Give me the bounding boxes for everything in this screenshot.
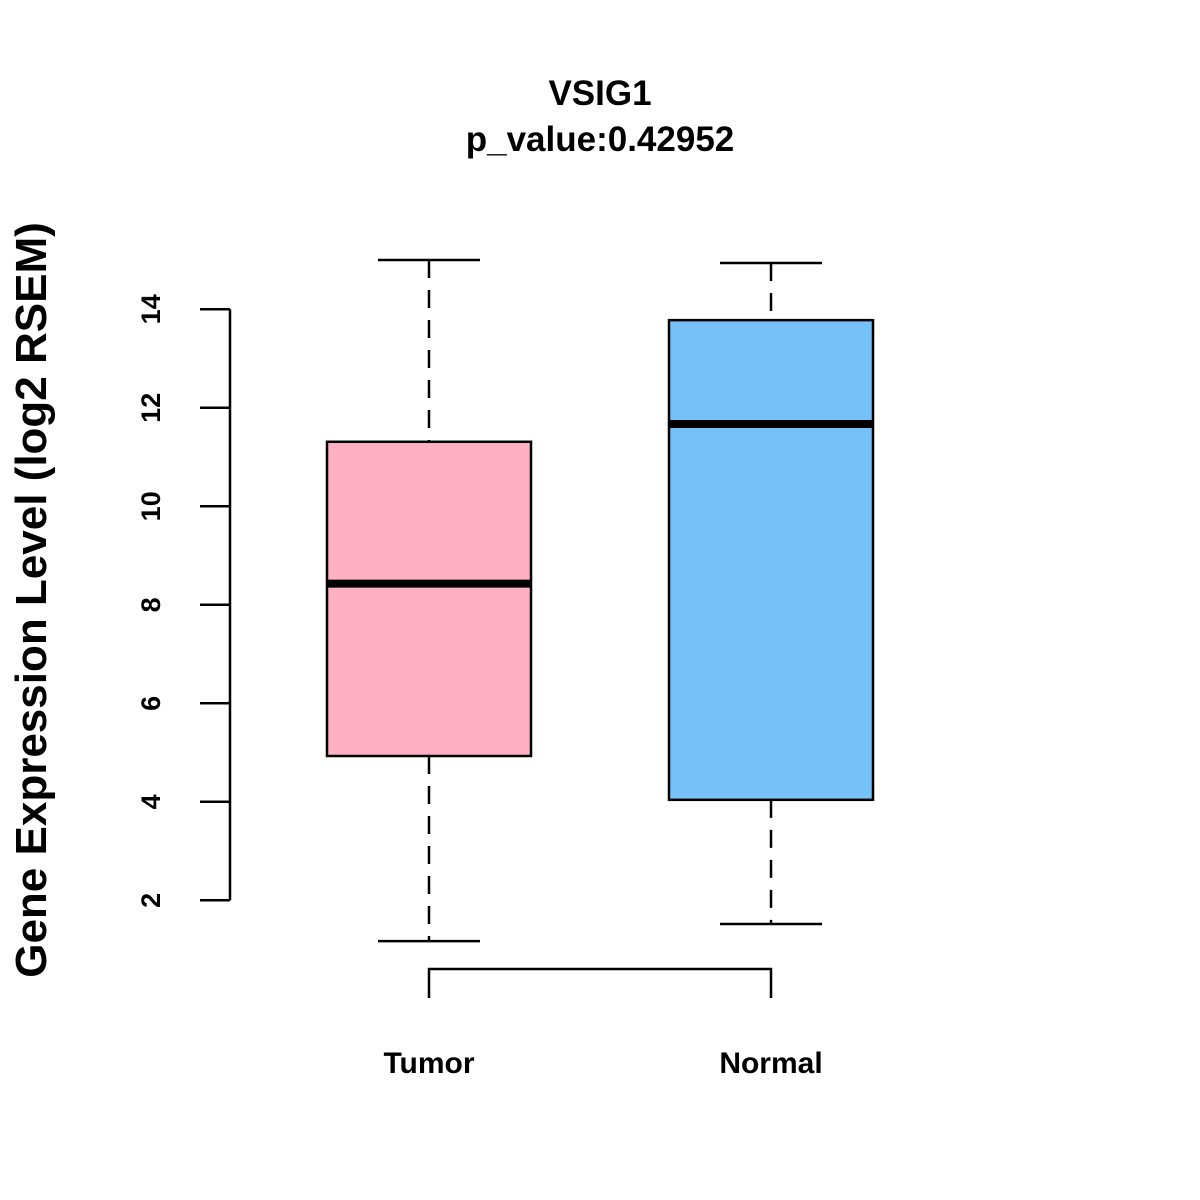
y-axis: 2 4 6 8 10 12 14 [136, 294, 232, 908]
boxes-layer [325, 258, 875, 943]
y-axis-label: Gene Expression Level (log2 RSEM) [7, 222, 56, 978]
box-normal [667, 261, 875, 926]
y-tick-label-12: 12 [136, 393, 166, 423]
y-tick-label-8: 8 [136, 597, 166, 612]
y-tick-label-4: 4 [136, 794, 166, 809]
chart-title: VSIG1 [548, 74, 651, 113]
comparison-bracket [427, 967, 773, 998]
y-tick-label-14: 14 [136, 294, 166, 324]
y-tick-label-10: 10 [136, 491, 166, 521]
chart-subtitle: p_value:0.42952 [466, 120, 735, 159]
comparison-bracket-line [427, 967, 773, 998]
x-label-tumor: Tumor [383, 1047, 474, 1080]
y-tick-label-2: 2 [136, 893, 166, 908]
normal-iqr-box [667, 318, 875, 802]
x-axis-labels: Tumor Normal [383, 1047, 822, 1080]
y-tick-label-6: 6 [136, 696, 166, 711]
tumor-iqr-box [325, 440, 533, 758]
box-tumor [325, 258, 533, 943]
x-label-normal: Normal [719, 1047, 822, 1080]
